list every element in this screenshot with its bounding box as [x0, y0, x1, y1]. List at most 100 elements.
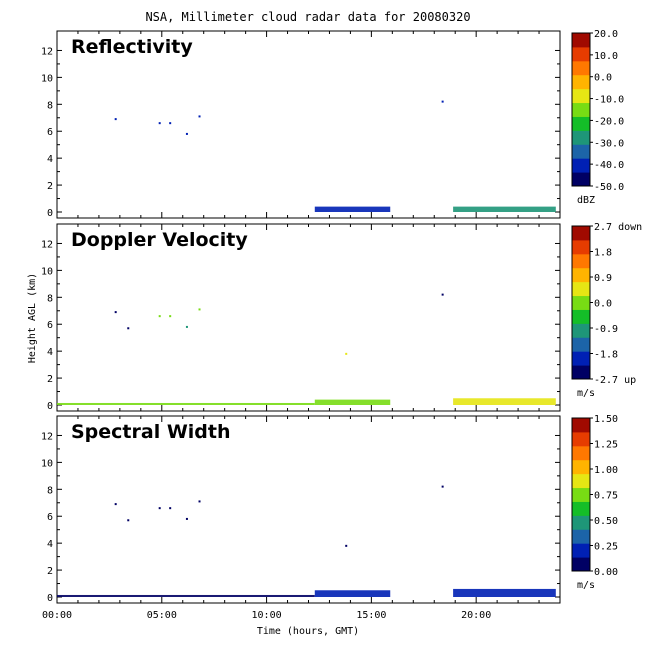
- radar-return: [57, 402, 315, 405]
- radar-point: [127, 519, 130, 522]
- colorbar-segment: [572, 459, 590, 475]
- radar-return: [453, 206, 556, 212]
- colorbar-segment: [572, 130, 590, 145]
- colorbar-tick-label: 1.00: [594, 465, 618, 476]
- colorbar-tick-label: 0.0: [594, 299, 612, 310]
- colorbar-segment: [572, 60, 590, 76]
- colorbar-tick-label: 1.8: [594, 248, 612, 259]
- y-tick-label: 2: [47, 566, 53, 577]
- colorbar-segment: [572, 557, 590, 572]
- plot-frame: [56, 415, 561, 604]
- panel-0: Reflectivity 0 2 4 6 8 10 12 20.0 10.0 0.0 -10.0 -20…: [41, 29, 624, 219]
- radar-point: [169, 507, 172, 510]
- colorbar-unit: dBZ: [577, 195, 595, 206]
- colorbar-tick-label: 2.7 down: [594, 222, 642, 233]
- colorbar-segment: [572, 309, 590, 324]
- y-tick-label: 2: [47, 374, 53, 385]
- colorbar-tick-label: 10.0: [594, 51, 618, 62]
- colorbar-tick-label: 0.00: [594, 567, 618, 578]
- radar-point: [158, 122, 161, 125]
- colorbar-tick-label: 0.9: [594, 273, 612, 284]
- y-tick-label: 0: [47, 593, 53, 604]
- colorbar-unit: m/s: [577, 580, 595, 591]
- radar-point: [114, 118, 117, 121]
- colorbar-segment: [572, 239, 590, 255]
- colorbar-segment: [572, 88, 590, 104]
- colorbar-segment: [572, 102, 590, 117]
- y-tick-label: 10: [41, 266, 53, 277]
- y-tick-label: 10: [41, 73, 53, 84]
- colorbar-segment: [572, 543, 590, 558]
- radar-return: [314, 206, 391, 212]
- x-tick-label: 20:00: [461, 610, 491, 621]
- y-tick-label: 8: [47, 293, 53, 304]
- y-tick-label: 6: [47, 127, 53, 138]
- y-tick-label: 8: [47, 485, 53, 496]
- plot-frame: [56, 223, 561, 412]
- colorbar-segment: [572, 529, 590, 544]
- panels-group: Reflectivity02468101220.010.00.0-10.0-20…: [41, 29, 642, 621]
- figure-title: NSA, Millimeter cloud radar data for 200…: [145, 10, 470, 24]
- colorbar-tick-label: -0.9: [594, 324, 618, 335]
- y-tick-label: 6: [47, 320, 53, 331]
- x-tick-label: 15:00: [356, 610, 386, 621]
- y-tick-label: 12: [41, 239, 53, 250]
- colorbar-segment: [572, 473, 590, 489]
- radar-point: [114, 503, 117, 506]
- y-tick-label: 0: [47, 208, 53, 219]
- colorbar-tick-label: 0.0: [594, 73, 612, 84]
- colorbar-tick-label: 0.75: [594, 491, 618, 502]
- panel-title: Reflectivity: [71, 36, 193, 58]
- colorbar-segment: [572, 418, 590, 433]
- radar-point: [198, 500, 201, 503]
- colorbar-segment: [572, 226, 590, 241]
- y-tick-label: 4: [47, 539, 53, 550]
- colorbar-segment: [572, 33, 590, 48]
- colorbar-segment: [572, 351, 590, 366]
- radar-return: [314, 399, 391, 405]
- colorbar-segment: [572, 116, 590, 131]
- plot-frame: [56, 30, 561, 219]
- radar-point: [185, 132, 188, 135]
- radar-point: [345, 544, 348, 547]
- radar-point: [441, 293, 444, 296]
- colorbar-tick-label: -20.0: [594, 116, 624, 127]
- colorbar-tick-label: -10.0: [594, 95, 624, 106]
- colorbar-segment: [572, 46, 590, 62]
- colorbar-segment: [572, 267, 590, 283]
- y-tick-label: 0: [47, 401, 53, 412]
- colorbar-tick-label: 20.0: [594, 29, 618, 40]
- colorbar-segment: [572, 295, 590, 310]
- y-tick-label: 12: [41, 46, 53, 57]
- colorbar-segment: [572, 144, 590, 159]
- radar-point: [114, 311, 117, 314]
- x-axis-label: Time (hours, GMT): [257, 626, 359, 637]
- colorbar-segment: [572, 515, 590, 530]
- radar-point: [169, 122, 172, 125]
- radar-point: [198, 308, 201, 311]
- y-axis-label: Height AGL (km): [27, 273, 38, 363]
- colorbar-tick-label: 1.50: [594, 414, 618, 425]
- y-tick-label: 6: [47, 512, 53, 523]
- x-tick-label: 10:00: [252, 610, 282, 621]
- colorbar-frame: [571, 32, 591, 187]
- radar-point: [185, 325, 188, 328]
- colorbar-tick-label: 0.25: [594, 542, 618, 553]
- y-tick-label: 2: [47, 181, 53, 192]
- y-tick-label: 8: [47, 100, 53, 111]
- colorbar-segment: [572, 281, 590, 297]
- radar-point: [158, 507, 161, 510]
- panel-title: Doppler Velocity: [71, 229, 248, 251]
- colorbar-tick-label: 1.25: [594, 440, 618, 451]
- colorbar-segment: [572, 501, 590, 516]
- radar-point: [127, 327, 130, 330]
- y-tick-label: 4: [47, 154, 53, 165]
- colorbar-unit: m/s: [577, 388, 595, 399]
- colorbar-segment: [572, 158, 590, 173]
- x-tick-label: 00:00: [42, 610, 72, 621]
- colorbar-tick-label: -40.0: [594, 160, 624, 171]
- panel-2: Spectral Width 0 2 4 6 8 10 12 1.50 1.25 1.00 0.75 0…: [41, 414, 618, 604]
- y-tick-label: 4: [47, 347, 53, 358]
- panel-1: Doppler Velocity 0 2 4 6 8 10 12 2.7 down 1.8 0.9 0…: [41, 222, 642, 412]
- radar-return: [453, 398, 556, 405]
